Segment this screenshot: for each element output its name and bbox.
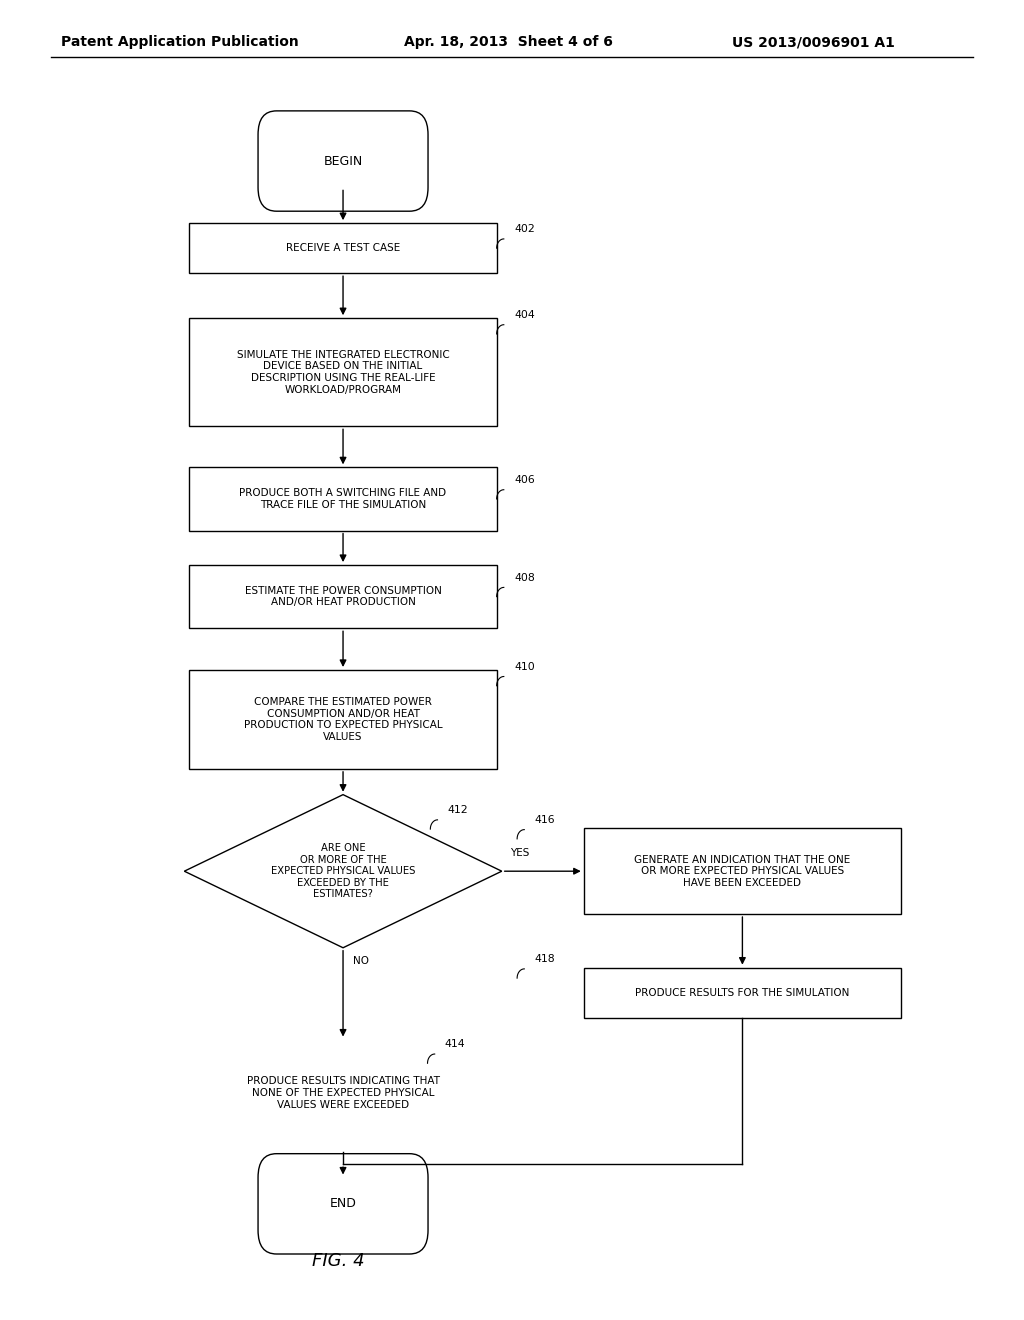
- Text: 418: 418: [535, 954, 555, 964]
- FancyBboxPatch shape: [258, 111, 428, 211]
- Text: Patent Application Publication: Patent Application Publication: [61, 36, 299, 49]
- Text: RECEIVE A TEST CASE: RECEIVE A TEST CASE: [286, 243, 400, 253]
- Bar: [189, 467, 497, 531]
- Text: NO: NO: [353, 956, 370, 966]
- Text: 416: 416: [535, 814, 555, 825]
- Text: END: END: [330, 1197, 356, 1210]
- Text: 414: 414: [445, 1039, 466, 1049]
- Bar: [584, 968, 901, 1018]
- Bar: [189, 565, 497, 628]
- Text: BEGIN: BEGIN: [324, 154, 362, 168]
- Text: GENERATE AN INDICATION THAT THE ONE
OR MORE EXPECTED PHYSICAL VALUES
HAVE BEEN E: GENERATE AN INDICATION THAT THE ONE OR M…: [634, 854, 851, 888]
- Text: 404: 404: [514, 310, 535, 321]
- Text: PRODUCE BOTH A SWITCHING FILE AND
TRACE FILE OF THE SIMULATION: PRODUCE BOTH A SWITCHING FILE AND TRACE …: [240, 488, 446, 510]
- Bar: [189, 671, 497, 768]
- Text: PRODUCE RESULTS FOR THE SIMULATION: PRODUCE RESULTS FOR THE SIMULATION: [635, 987, 850, 998]
- Text: Apr. 18, 2013  Sheet 4 of 6: Apr. 18, 2013 Sheet 4 of 6: [404, 36, 613, 49]
- Text: YES: YES: [510, 847, 529, 858]
- Text: 406: 406: [514, 475, 535, 486]
- Bar: [584, 829, 901, 913]
- Text: SIMULATE THE INTEGRATED ELECTRONIC
DEVICE BASED ON THE INITIAL
DESCRIPTION USING: SIMULATE THE INTEGRATED ELECTRONIC DEVIC…: [237, 350, 450, 395]
- Text: 402: 402: [514, 224, 535, 235]
- Text: ESTIMATE THE POWER CONSUMPTION
AND/OR HEAT PRODUCTION: ESTIMATE THE POWER CONSUMPTION AND/OR HE…: [245, 586, 441, 607]
- Text: 408: 408: [514, 573, 535, 583]
- Text: 410: 410: [514, 661, 535, 672]
- Text: FIG. 4: FIG. 4: [311, 1251, 365, 1270]
- FancyBboxPatch shape: [258, 1154, 428, 1254]
- Bar: [189, 223, 497, 273]
- Text: US 2013/0096901 A1: US 2013/0096901 A1: [732, 36, 895, 49]
- Text: ARE ONE
OR MORE OF THE
EXPECTED PHYSICAL VALUES
EXCEEDED BY THE
ESTIMATES?: ARE ONE OR MORE OF THE EXPECTED PHYSICAL…: [271, 843, 415, 899]
- Polygon shape: [184, 795, 502, 948]
- Bar: [189, 318, 497, 426]
- Text: COMPARE THE ESTIMATED POWER
CONSUMPTION AND/OR HEAT
PRODUCTION TO EXPECTED PHYSI: COMPARE THE ESTIMATED POWER CONSUMPTION …: [244, 697, 442, 742]
- Text: PRODUCE RESULTS INDICATING THAT
NONE OF THE EXPECTED PHYSICAL
VALUES WERE EXCEED: PRODUCE RESULTS INDICATING THAT NONE OF …: [247, 1076, 439, 1110]
- Text: 412: 412: [447, 805, 468, 816]
